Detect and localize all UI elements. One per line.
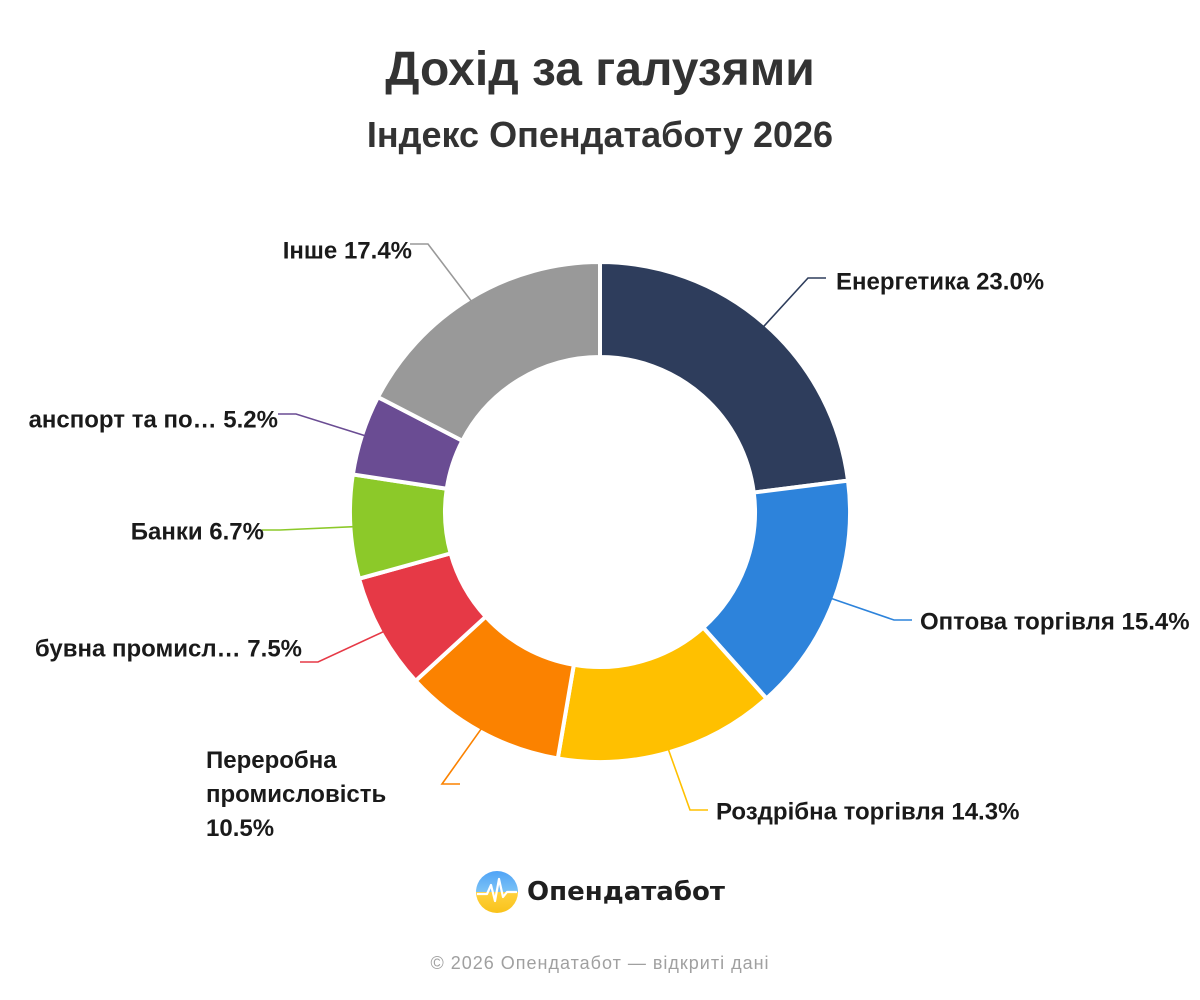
data-label-роздрібна-торгівля: Роздрібна торгівля 14.3% [716,798,1019,825]
data-label-банки: Банки 6.7% [131,518,264,545]
leader-line-оптова-торгівля [828,596,912,621]
donut-slices [348,260,852,764]
slice-інше[interactable] [375,260,602,443]
data-label-енергетика: Енергетика 23.0% [836,268,1044,295]
opendatabot-logo-icon [476,871,519,913]
leader-line-інше [410,243,474,305]
data-label-добувна-промисловість: бувна промисл… 7.5% [35,635,302,662]
chart-subtitle: Індекс Опендатаботу 2026 [366,114,834,155]
footer-copyright: © 2026 Опендатабот — відкриті дані [430,953,770,973]
slice-labels: Енергетика 23.0% Оптова торгівля 15.4% Роз… [29,237,1190,842]
leader-line-транспорт-та-пошта [278,413,369,438]
data-label-транспорт-та-пошта: анспорт та по… 5.2% [29,406,278,433]
chart-title: Дохід за галузями [385,43,815,96]
data-label-переробна-промисловість: Переробна промисловість 10.5% [206,747,386,842]
leader-line-переробна-промисловість [440,725,484,785]
leader-line-роздрібна-торгівля [666,746,708,811]
slice-енергетика[interactable] [598,260,851,495]
leader-line-добувна-промисловість [300,629,387,663]
brand: Опендатабот [0,868,1200,916]
leader-line-банки [262,525,357,531]
data-label-інше: Інше 17.4% [283,237,412,264]
brand-name: Опендатабот [527,877,725,907]
data-label-оптова-торгівля: Оптова торгівля 15.4% [920,608,1190,635]
leader-line-енергетика [760,277,826,330]
